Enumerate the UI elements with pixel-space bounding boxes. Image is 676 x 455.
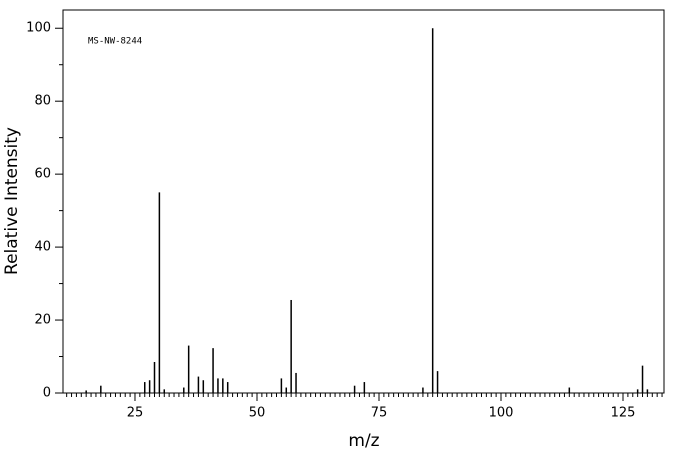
x-tick-label: 100 [489,406,514,421]
peak [143,382,146,393]
peak [148,380,151,393]
peak [158,192,161,393]
x-axis-title: m/z [348,431,379,451]
peak [202,380,205,393]
peak [641,365,644,393]
peak [353,385,356,393]
peak [295,372,297,393]
peak [431,28,434,393]
peak [636,389,639,393]
y-tick-label: 40 [34,240,51,255]
plot-frame [62,9,665,394]
peak [222,378,224,393]
peak [422,387,424,393]
annotation: MS-NW-8244 [88,37,142,47]
y-tick-label: 20 [34,313,51,328]
y-tick-label: 0 [43,386,51,401]
peak [646,389,649,393]
y-tick-label: 100 [26,21,51,36]
y-tick-label: 80 [34,94,51,109]
peak [212,348,214,393]
y-axis-title: Relative Intensity [2,127,22,275]
peak [183,387,185,393]
peak [187,345,190,393]
peak [290,299,292,393]
peak [436,371,439,393]
peak [217,378,219,393]
peak [285,387,288,393]
x-tick-label: 125 [611,406,636,421]
peak [100,385,102,393]
x-tick-label: 75 [371,406,388,421]
y-tick-label: 60 [34,167,51,182]
peak [363,382,366,393]
peak [568,387,571,393]
peak [197,376,200,393]
peak [85,390,87,393]
x-tick-label: 50 [249,406,266,421]
peak [163,389,166,393]
peak [280,378,283,393]
x-tick-label: 25 [127,406,144,421]
peak [153,361,156,393]
peak [226,382,229,393]
